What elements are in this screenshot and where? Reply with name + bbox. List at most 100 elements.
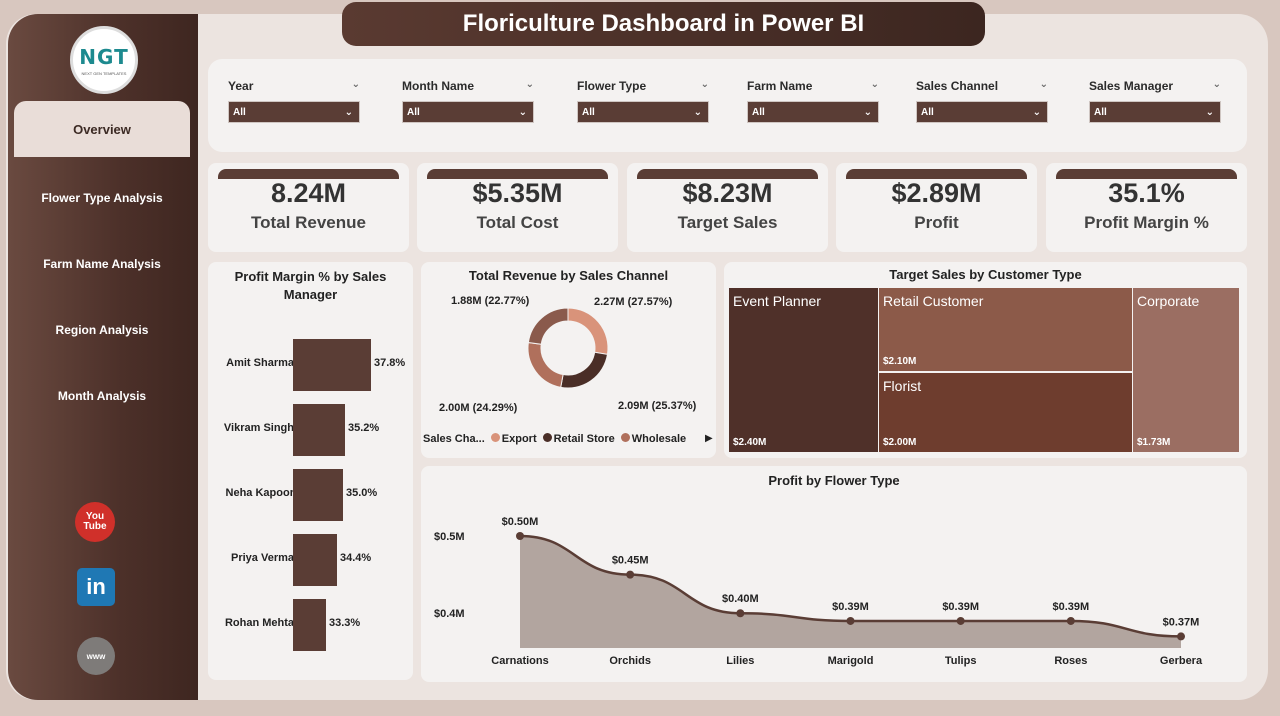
youtube-icon[interactable]: You Tube: [75, 502, 115, 542]
legend-title: Sales Cha...: [423, 433, 485, 445]
legend-wholesale-label: Wholesale: [631, 433, 687, 445]
donut-label-export: 2.27M (27.57%): [594, 296, 673, 308]
target-customer-chart: Target Sales by Customer Type Event Plan…: [724, 262, 1247, 458]
data-point[interactable]: [516, 532, 524, 540]
kpi-value: $2.89M: [891, 178, 982, 208]
donut-slice[interactable]: [527, 307, 569, 345]
data-point[interactable]: [736, 609, 745, 618]
kpi-cap: [637, 169, 818, 179]
filter-flower-select[interactable]: All ⌄: [577, 101, 709, 123]
bar[interactable]: [293, 404, 345, 456]
logo-text: NGT: [79, 44, 129, 69]
treemap-corporate[interactable]: Corporate $1.73M: [1133, 288, 1239, 452]
logo: NGT NEXT GEN TEMPLATES: [70, 26, 138, 94]
bar-label: Neha Kapoor: [225, 487, 294, 499]
filter-month-name: Month Name ⌄ All ⌄: [402, 79, 534, 123]
sidebar: NGT NEXT GEN TEMPLATES Overview Flower T…: [8, 14, 198, 700]
data-point[interactable]: [1066, 616, 1075, 625]
data-point[interactable]: [846, 616, 855, 625]
legend-dot: [542, 433, 552, 442]
linkedin-icon-text: in: [86, 574, 106, 599]
filter-year: Year ⌄ All ⌄: [228, 79, 360, 123]
filter-month-select[interactable]: All ⌄: [402, 101, 534, 123]
kpi-cap: [218, 169, 399, 179]
donut-slice[interactable]: [560, 351, 609, 389]
nav-month-analysis[interactable]: Month Analysis: [57, 389, 147, 403]
x-tick-label: Carnations: [491, 655, 548, 667]
kpi-profit: $2.89M Profit: [836, 163, 1037, 252]
bar-value: 35.2%: [348, 422, 380, 434]
filter-manager-select[interactable]: All ⌄: [1089, 101, 1221, 123]
treemap-florist[interactable]: Florist $2.00M: [879, 373, 1132, 452]
chevron-down-icon: ⌄: [693, 106, 702, 118]
treemap-event-planner[interactable]: Event Planner $2.40M: [729, 288, 878, 452]
bar-value: 34.4%: [340, 552, 372, 564]
data-point[interactable]: [1177, 632, 1185, 641]
treemap-retail-customer[interactable]: Retail Customer $2.10M: [879, 288, 1132, 371]
bar[interactable]: [293, 599, 326, 651]
bar-label: Priya Verma: [231, 552, 294, 564]
profit-margin-chart: Profit Margin % by Sales Manager Amit Sh…: [208, 262, 413, 680]
donut-legend: Sales Cha... Export Retail Store Wholesa…: [423, 433, 686, 445]
kpi-cap: [1056, 169, 1237, 179]
filter-manager-label: Sales Manager: [1089, 79, 1174, 93]
filter-flower-label: Flower Type: [577, 79, 647, 93]
filter-farm-select[interactable]: All ⌄: [747, 101, 879, 123]
bar[interactable]: [293, 534, 337, 586]
filter-panel: Year ⌄ All ⌄ Month Name ⌄ All ⌄ Flower Type ⌄…: [208, 59, 1247, 152]
legend-next-icon[interactable]: ▶: [705, 433, 713, 444]
bar-value: 37.8%: [374, 357, 406, 369]
donut-slice[interactable]: [527, 341, 564, 388]
chevron-down-icon[interactable]: ⌄: [1212, 79, 1221, 90]
profit-flower-title: Profit by Flower Type: [768, 473, 900, 488]
bar[interactable]: [293, 339, 371, 391]
treemap-label: Retail Customer: [883, 293, 984, 309]
x-tick-label: Orchids: [609, 655, 651, 667]
revenue-channel-chart: Total Revenue by Sales Channel 1.88M (22…: [421, 262, 716, 458]
kpi-cap: [846, 169, 1027, 179]
nav-region-analysis[interactable]: Region Analysis: [55, 323, 149, 337]
x-tick-label: Gerbera: [1160, 655, 1203, 667]
page-title: Floriculture Dashboard in Power BI: [342, 2, 985, 46]
donut-chart: [527, 307, 609, 389]
chevron-down-icon[interactable]: ⌄: [870, 79, 879, 90]
chevron-down-icon[interactable]: ⌄: [700, 79, 709, 90]
chevron-down-icon[interactable]: ⌄: [525, 79, 534, 90]
legend-item-export[interactable]: Export: [490, 433, 537, 445]
data-label: $0.37M: [1163, 616, 1200, 628]
filter-channel-select[interactable]: All ⌄: [916, 101, 1048, 123]
treemap-value: $2.00M: [883, 437, 917, 448]
kpi-value: $8.23M: [682, 178, 773, 208]
filter-farm-label: Farm Name: [747, 79, 813, 93]
chevron-down-icon[interactable]: ⌄: [1039, 79, 1048, 90]
donut-label-wholesale: 2.00M (24.29%): [439, 402, 518, 414]
kpi-label: Total Revenue: [251, 213, 366, 232]
treemap-label: Event Planner: [733, 293, 821, 309]
nav-farm-name-analysis[interactable]: Farm Name Analysis: [43, 257, 161, 271]
filter-month-label: Month Name: [402, 79, 474, 93]
legend-dot: [620, 433, 630, 442]
nav-overview[interactable]: Overview: [14, 101, 190, 157]
legend-item-retail[interactable]: Retail Store: [542, 433, 615, 445]
bar[interactable]: [293, 469, 343, 521]
chevron-down-icon: ⌄: [344, 106, 353, 118]
bar-label: Amit Sharma: [226, 357, 294, 369]
data-point[interactable]: [626, 570, 635, 579]
data-label: $0.50M: [502, 516, 539, 528]
website-icon[interactable]: www: [77, 637, 115, 675]
bar-label: Rohan Mehta: [224, 617, 294, 629]
y-tick-label: $0.5M: [434, 531, 465, 543]
bar-row: Priya Verma 34.4%: [208, 534, 413, 586]
chevron-down-icon[interactable]: ⌄: [351, 79, 360, 90]
x-tick-label: Roses: [1054, 655, 1087, 667]
website-icon-text: www: [86, 651, 106, 661]
legend-item-wholesale[interactable]: Wholesale: [620, 433, 687, 445]
data-point[interactable]: [956, 616, 965, 625]
linkedin-icon[interactable]: in: [77, 568, 115, 606]
donut-label-retail: 2.09M (25.37%): [618, 400, 697, 412]
nav-flower-type-analysis[interactable]: Flower Type Analysis: [41, 191, 163, 205]
donut-slice[interactable]: [567, 307, 609, 355]
filter-month-value: All: [407, 106, 420, 118]
chevron-down-icon: ⌄: [1205, 106, 1214, 118]
filter-year-select[interactable]: All ⌄: [228, 101, 360, 123]
